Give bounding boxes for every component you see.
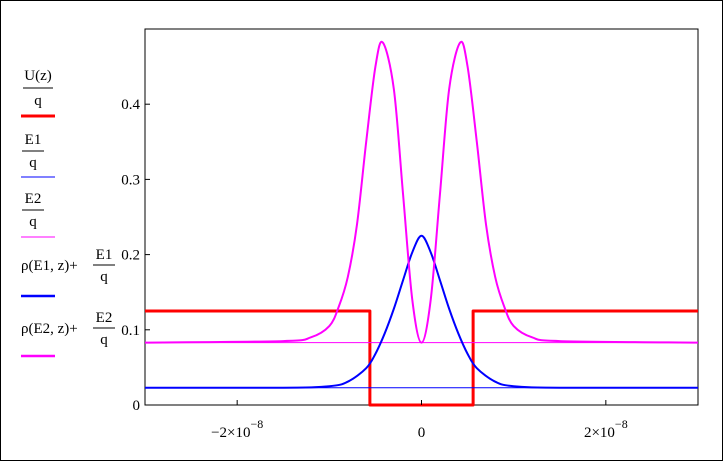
x-axis-ticks: −2×10−8 0 2×10−8 — [211, 400, 628, 441]
series-u — [145, 309, 698, 407]
legend-u-numerator: U(z) — [24, 68, 51, 84]
plot-frame — [144, 28, 699, 406]
legend-u-denominator: q — [34, 93, 42, 109]
x-tick-label: 0 — [418, 425, 426, 441]
legend-entry-u: U(z) q — [21, 68, 55, 118]
legend-entry-rho-e1: ρ(E1, z)+ E1 q — [21, 247, 115, 298]
legend-entry-e1: E1 q — [21, 132, 55, 178]
legend-e1-denominator: q — [29, 155, 37, 171]
x-tick-label: 2×10−8 — [584, 417, 628, 441]
x-axis-label: z — [421, 457, 428, 461]
x-tick-label: −2×10−8 — [211, 417, 263, 441]
legend-rho-e1-text: ρ(E1, z)+ — [21, 258, 78, 274]
y-tick-label: 0.2 — [121, 248, 140, 264]
legend-rho-e2-frac-num: E2 — [96, 310, 113, 326]
legend-entry-rho-e2: ρ(E2, z)+ E2 q — [21, 310, 115, 358]
y-tick-label: 0.1 — [121, 323, 140, 339]
legend-rho-e2-text: ρ(E2, z)+ — [21, 321, 78, 337]
legend-rho-e1-frac-den: q — [100, 269, 108, 285]
legend-e2-denominator: q — [29, 214, 37, 230]
legend-e1-numerator: E1 — [25, 132, 42, 148]
legend-rho-e1-frac-num: E1 — [96, 247, 113, 263]
legend-e2-numerator: E2 — [25, 191, 42, 207]
legend-rho-e2-frac-den: q — [100, 332, 108, 348]
series-group — [145, 40, 698, 407]
plot-area — [144, 28, 699, 407]
y-axis-ticks: 0 0.1 0.2 0.3 0.4 — [121, 97, 150, 414]
series-rho-e1 — [145, 234, 698, 389]
series-rho-e2 — [145, 40, 698, 344]
y-tick-label: 0.4 — [121, 97, 140, 113]
legend-entry-e2: E2 q — [21, 191, 55, 238]
y-tick-label: 0.3 — [121, 172, 140, 188]
legend: U(z) q E1 q E2 q ρ(E1, z)+ E1 q — [21, 68, 115, 358]
y-tick-label: 0 — [133, 398, 141, 414]
